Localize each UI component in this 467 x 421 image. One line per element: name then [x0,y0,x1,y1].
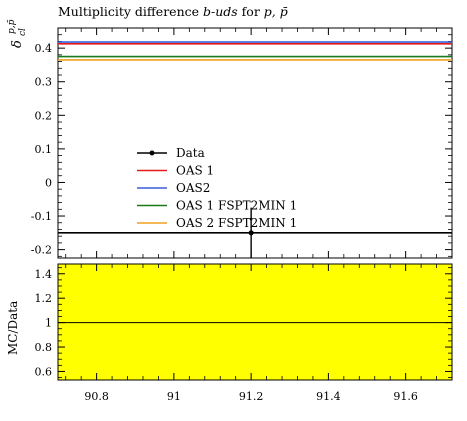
ratio-ytick-label: 1 [45,317,52,330]
ratio-xtick-label: 90.8 [84,390,109,403]
ratio-frame [57,263,453,381]
main-ylabel: δ cl p,p̄ [7,19,29,48]
main-ytick-label: 0 [45,176,52,189]
title-prefix: Multiplicity difference [58,4,203,19]
ratio-ytick-label: 1.2 [35,292,53,305]
ratio-ytick-label: 0.8 [35,341,53,354]
main-ytick-label: 0.2 [35,109,53,122]
main-frame [57,27,453,259]
main-ytick-label: 0.3 [35,76,53,89]
ratio-band [58,264,452,380]
legend-marker-0 [149,150,155,156]
legend-label-4: OAS 2 FSPT2MIN 1 [176,216,297,230]
ratio-ytick-label: 0.6 [35,365,53,378]
legend-label-0: Data [176,146,205,160]
title-particles: p, p̄ [264,4,288,19]
main-ylabel-sup: p,p̄ [7,19,17,34]
main-ylabel-sub: cl [18,28,28,36]
title-suffix: for [238,4,264,19]
data-point [248,230,254,236]
main-ylabel-main: δ [10,40,25,48]
main-plot: -0.2 -0.1 0 0.1 0.2 0.3 0.4 Data OAS 1 OAS2 OAS 1 … [31,27,453,259]
title-italic: b-uds [203,4,238,19]
main-ytick-label: 0.4 [35,42,53,55]
ratio-ylabel: MC/Data [6,301,20,355]
main-ytick-label: -0.1 [31,210,52,223]
ratio-xtick-label: 91 [167,390,181,403]
ratio-plot: 0.6 0.8 1 1.2 1.4 90.8 91 91.2 91.4 91.6 [35,263,453,403]
ratio-xtick-label: 91.2 [239,390,264,403]
ratio-ytick-label: 1.4 [35,268,53,281]
legend-label-1: OAS 1 [176,164,214,178]
ratio-xtick-label: 91.6 [393,390,418,403]
ratio-xtick-label: 91.4 [316,390,341,403]
legend-label-3: OAS 1 FSPT2MIN 1 [176,199,297,213]
main-ytick-label: 0.1 [35,143,53,156]
main-ytick-label: -0.2 [31,244,52,257]
chart-title: Multiplicity difference b-uds for p, p̄ [58,4,288,19]
legend-label-2: OAS2 [176,181,210,195]
